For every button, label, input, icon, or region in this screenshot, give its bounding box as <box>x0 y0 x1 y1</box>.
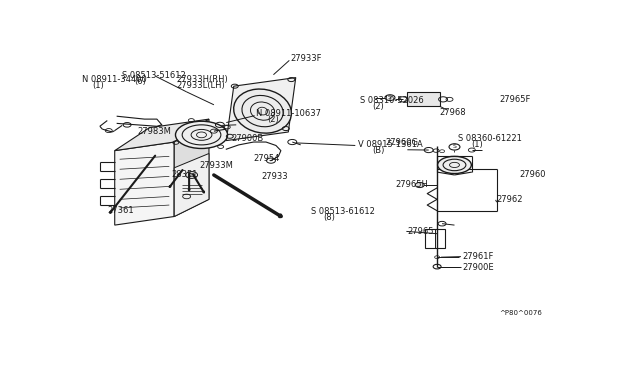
Text: (1): (1) <box>92 81 104 90</box>
Text: 27933: 27933 <box>261 173 287 182</box>
Text: 27961F: 27961F <box>462 252 493 261</box>
Text: S: S <box>388 95 392 100</box>
Bar <box>425 230 445 248</box>
Text: 27933L(LH): 27933L(LH) <box>177 81 225 90</box>
Text: ^P80^0076: ^P80^0076 <box>499 310 542 316</box>
Text: 27960G: 27960G <box>385 138 418 147</box>
Text: 27900B: 27900B <box>231 134 264 143</box>
Text: 27361: 27361 <box>108 206 134 215</box>
Text: 27968: 27968 <box>440 108 466 117</box>
Text: (2): (2) <box>268 115 279 124</box>
Text: 27965H: 27965H <box>395 180 428 189</box>
Circle shape <box>415 182 424 187</box>
Polygon shape <box>174 154 209 217</box>
Text: (1): (1) <box>471 140 483 149</box>
Polygon shape <box>115 119 209 151</box>
Ellipse shape <box>438 156 471 173</box>
Text: S: S <box>452 144 456 150</box>
Text: S 08513-61612: S 08513-61612 <box>310 207 374 216</box>
Polygon shape <box>115 142 174 225</box>
Text: (2): (2) <box>372 102 385 111</box>
Polygon shape <box>174 119 209 217</box>
Text: N 08911-10637: N 08911-10637 <box>256 109 321 118</box>
Ellipse shape <box>175 121 228 148</box>
Text: 28351: 28351 <box>172 170 198 179</box>
Text: 27933F: 27933F <box>291 54 323 63</box>
Text: 27960: 27960 <box>519 170 545 179</box>
Text: V 08915-1361A: V 08915-1361A <box>358 140 422 150</box>
Text: 27983M: 27983M <box>137 126 171 136</box>
Text: S 08310-52026: S 08310-52026 <box>360 96 424 105</box>
Text: 27954: 27954 <box>253 154 280 163</box>
Text: (B): (B) <box>372 146 385 155</box>
Text: 27962: 27962 <box>497 195 523 204</box>
Text: S 08513-51612: S 08513-51612 <box>122 71 186 80</box>
Ellipse shape <box>234 89 291 133</box>
Text: N 08911-34400: N 08911-34400 <box>83 75 147 84</box>
Text: 27965F: 27965F <box>499 95 531 104</box>
Bar <box>408 93 440 106</box>
Text: 27933H(RH): 27933H(RH) <box>177 75 228 84</box>
Text: 27965: 27965 <box>408 227 434 236</box>
Polygon shape <box>227 78 296 141</box>
Text: 27933M: 27933M <box>199 161 233 170</box>
Text: (8): (8) <box>323 212 335 222</box>
Text: 27900E: 27900E <box>462 263 493 272</box>
Text: S 08360-61221: S 08360-61221 <box>458 134 522 143</box>
Text: (6): (6) <box>134 77 147 86</box>
